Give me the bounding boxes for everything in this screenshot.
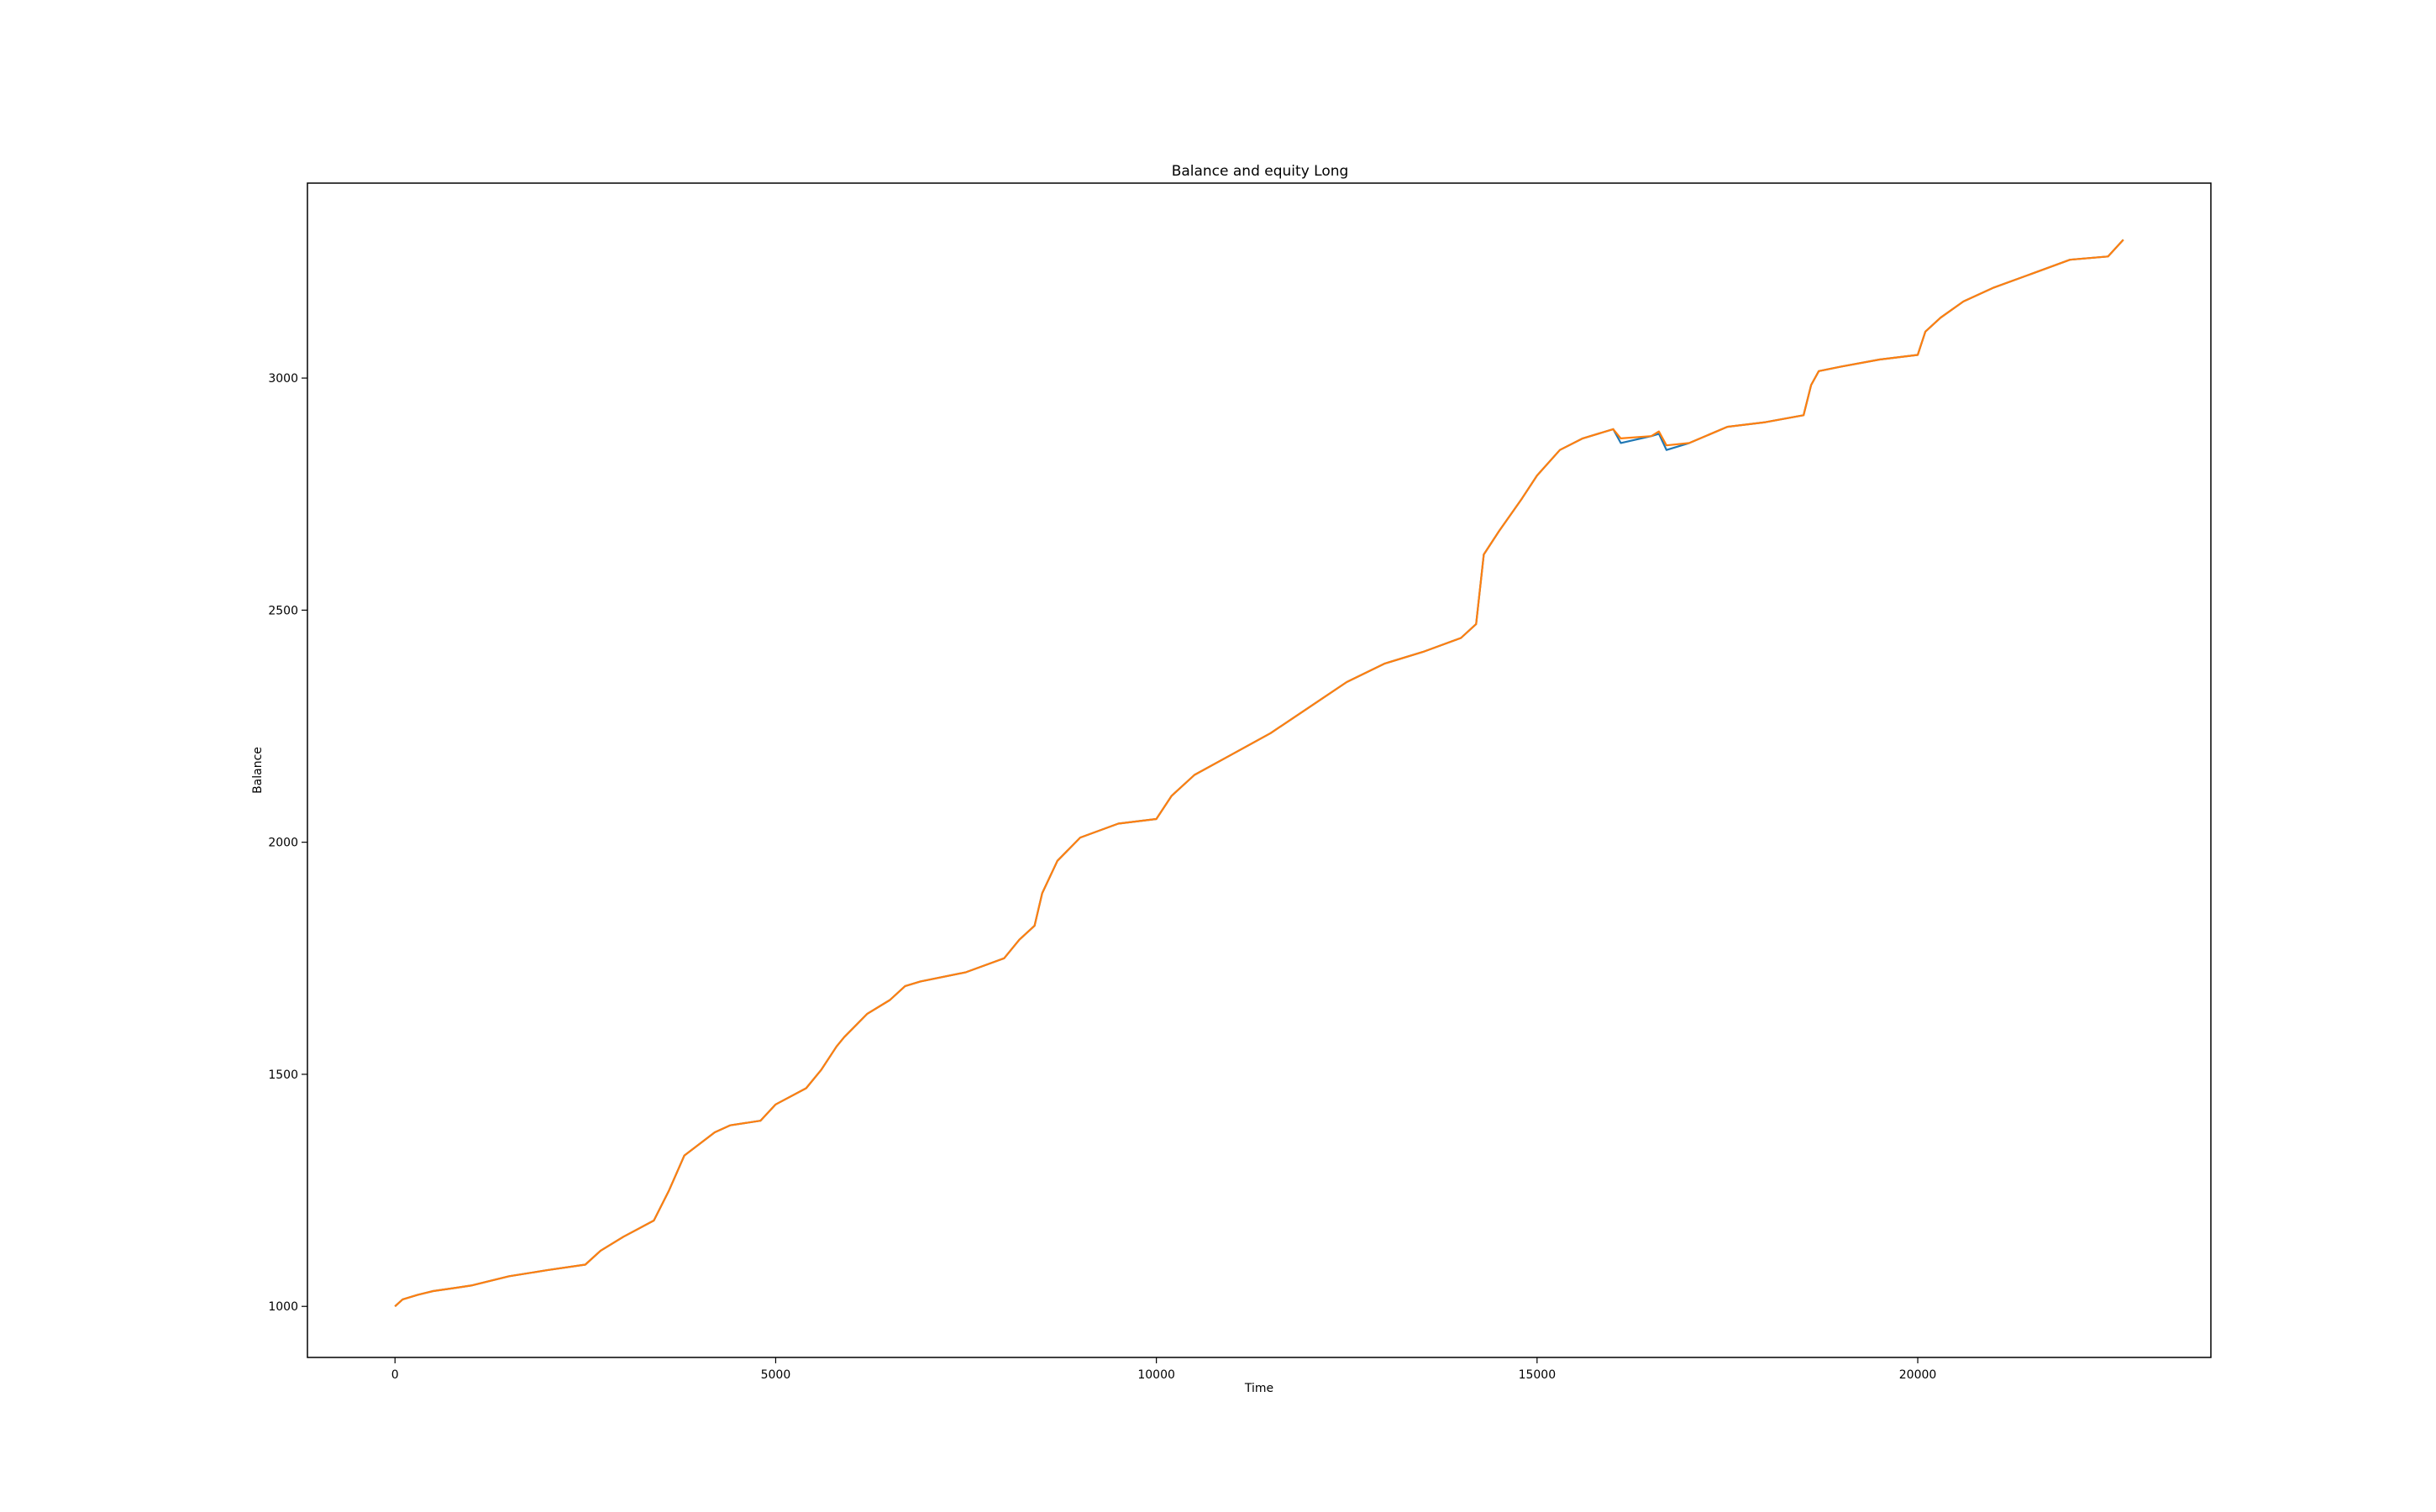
ticks-layer: 0 5000 10000 15000 20000 1000 1500 2000 2500 3000 <box>268 372 1936 1382</box>
y-tick-label: 1000 <box>268 1300 298 1314</box>
chart-title: Balance and equity Long <box>1172 163 1349 180</box>
x-tick-label: 0 <box>391 1368 399 1382</box>
series-layer <box>394 239 2124 1308</box>
balance-series-line <box>394 239 2124 1308</box>
x-tick-label: 10000 <box>1137 1368 1175 1382</box>
x-tick-label: 5000 <box>761 1368 791 1382</box>
y-axis-label: Balance <box>251 747 265 794</box>
y-tick-label: 2500 <box>268 604 298 617</box>
y-tick-label: 1500 <box>268 1068 298 1082</box>
y-tick-label: 3000 <box>268 372 298 386</box>
x-axis-label: Time <box>1244 1382 1273 1395</box>
plot-area-frame <box>307 182 2212 1358</box>
y-tick-label: 2000 <box>268 837 298 850</box>
x-tick-label: 15000 <box>1519 1368 1557 1382</box>
x-tick-label: 20000 <box>1899 1368 1937 1382</box>
